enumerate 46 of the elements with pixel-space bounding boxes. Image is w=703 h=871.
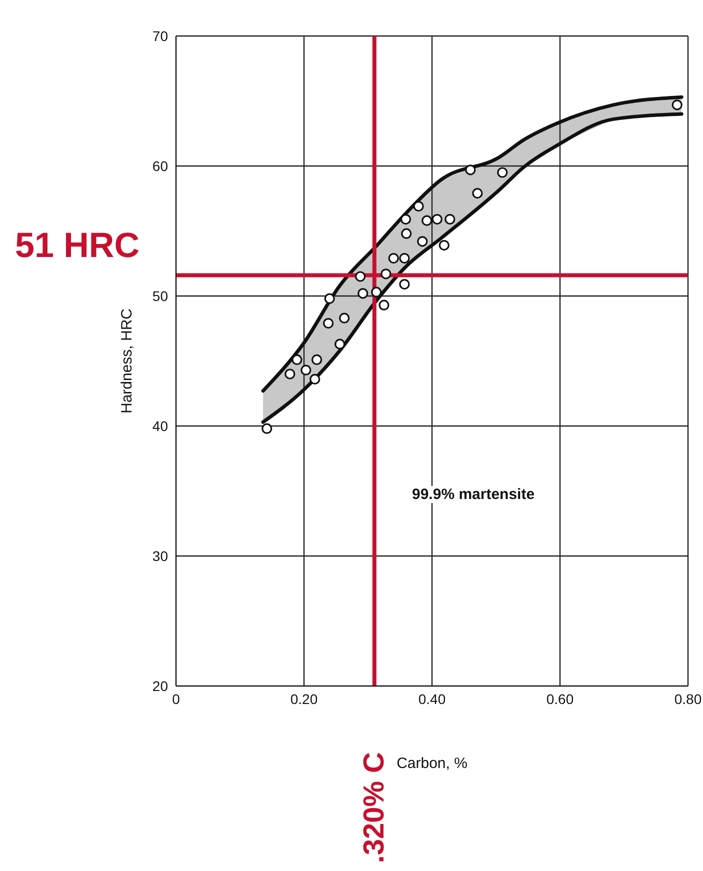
x-tick-label: 0.80 <box>674 690 702 707</box>
point <box>284 368 296 380</box>
point <box>399 253 410 264</box>
y-tick-label: 20 <box>152 678 168 694</box>
point <box>323 318 334 329</box>
point <box>378 300 390 310</box>
point <box>380 268 392 280</box>
ref-line-label: .320% C <box>358 752 390 864</box>
point <box>324 293 335 304</box>
y-axis-title: Hardness, HRC <box>118 308 136 414</box>
y-tick-label: 50 <box>152 288 168 304</box>
point <box>672 100 682 110</box>
x-tick-label: 0.40 <box>418 690 446 707</box>
point <box>417 236 428 247</box>
point <box>399 279 410 290</box>
point <box>334 338 346 350</box>
point <box>497 167 508 178</box>
point <box>413 201 424 212</box>
x-tick-label: 0.60 <box>546 690 574 707</box>
y-tick-label: 30 <box>152 548 168 564</box>
point <box>300 364 312 376</box>
point <box>400 214 412 225</box>
x-tick-label: 0 <box>172 690 180 707</box>
point <box>310 374 320 384</box>
y-tick-label: 70 <box>152 28 168 44</box>
point <box>312 354 322 365</box>
point <box>262 423 272 434</box>
point <box>358 288 368 299</box>
point <box>472 188 483 199</box>
point <box>422 215 432 226</box>
point <box>444 214 456 225</box>
y-tick-label: 40 <box>152 418 168 434</box>
point <box>339 312 350 324</box>
ref-line-label: 51 HRC <box>15 226 140 266</box>
point <box>292 354 302 365</box>
x-tick-label: 0.20 <box>290 690 318 707</box>
point <box>432 214 442 225</box>
x-axis-title: Carbon, % <box>396 755 468 772</box>
point <box>355 271 366 282</box>
point <box>438 240 450 251</box>
annotation: 99.9% martensite <box>410 486 537 503</box>
point <box>465 164 476 176</box>
y-tick-label: 60 <box>152 158 168 174</box>
point <box>401 228 412 239</box>
point <box>388 253 399 264</box>
point <box>371 286 382 298</box>
